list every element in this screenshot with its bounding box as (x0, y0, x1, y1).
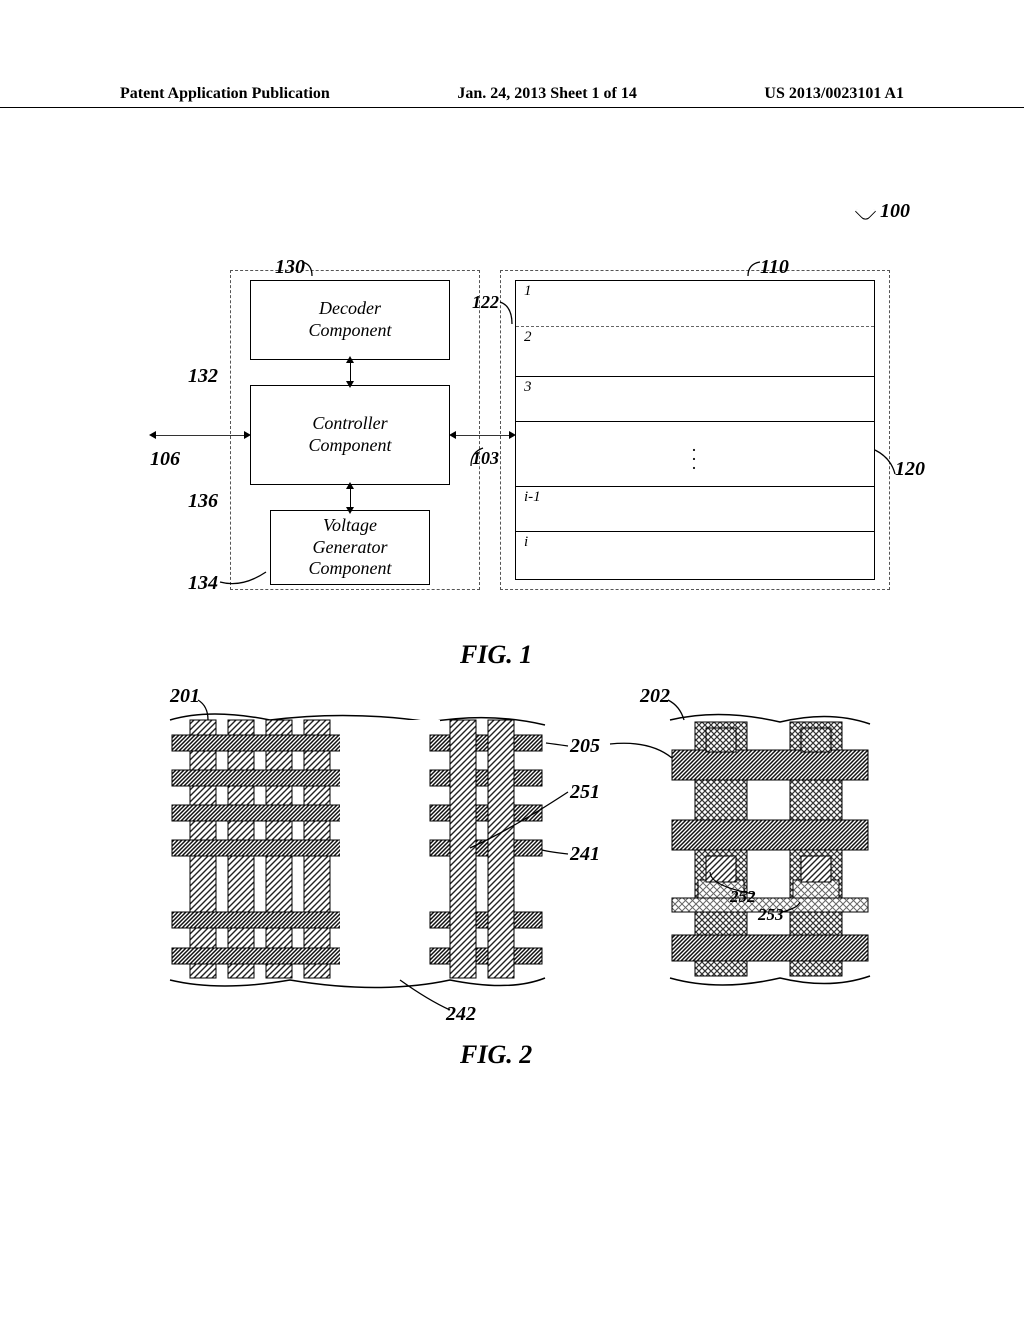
controller-component: Controller Component (250, 385, 450, 485)
leader-103 (465, 446, 485, 468)
mem-row-i-label: i (524, 534, 528, 550)
leader-130 (300, 260, 320, 278)
ref-252: 252 (729, 887, 756, 906)
header-pubnumber: US 2013/0023101 A1 (764, 85, 904, 103)
mem-row-3: 3 (516, 376, 874, 396)
left-crossbar-array (170, 714, 545, 988)
decoder-line1: Decoder (319, 298, 381, 320)
leader-110 (740, 260, 762, 278)
decoder-component: Decoder Component (250, 280, 450, 360)
voltage-line2: Generator (313, 537, 388, 559)
right-cell-closeup (670, 714, 870, 985)
mem-row-1-label: 1 (524, 283, 532, 299)
controller-line1: Controller (312, 413, 387, 435)
voltage-line3: Component (309, 558, 392, 580)
ref-242: 242 (445, 1003, 476, 1025)
fig2-svg: 201 202 205 251 241 242 252 253 (150, 680, 890, 1040)
ref-202: 202 (639, 685, 670, 707)
arrow-103 (455, 435, 510, 436)
mem-row-gap (516, 421, 874, 424)
mem-row-2: 2 (516, 326, 874, 346)
mem-row-1: 1 (516, 281, 874, 300)
ref-251: 251 (569, 781, 600, 803)
figure-1: 100 Decoder Component Controller Compone… (140, 220, 900, 610)
mem-row-i: i (516, 531, 874, 551)
header-date-sheet: Jan. 24, 2013 Sheet 1 of 14 (457, 85, 637, 103)
leader-134 (218, 568, 268, 590)
voltage-generator-component: Voltage Generator Component (270, 510, 430, 585)
ref-106: 106 (150, 448, 180, 471)
decoder-line2: Component (309, 320, 392, 342)
ref-136: 136 (188, 490, 218, 513)
ref-100: 100 (880, 200, 910, 223)
page-header: Patent Application Publication Jan. 24, … (0, 85, 1024, 108)
controller-line2: Component (309, 435, 392, 457)
ref-201: 201 (169, 685, 200, 707)
fig1-caption: FIG. 1 (460, 640, 532, 670)
ref-205: 205 (569, 735, 600, 757)
figure-2: 201 202 205 251 241 242 252 253 (150, 680, 890, 1070)
fig2-caption: FIG. 2 (460, 1040, 532, 1070)
arrow-136 (350, 488, 351, 508)
mem-row-2-label: 2 (524, 329, 532, 345)
ref-122: 122 (472, 292, 499, 313)
mem-vdots: ··· (691, 446, 697, 473)
leader-120 (873, 448, 901, 478)
mem-row-im1: i-1 (516, 486, 874, 506)
arrow-106 (155, 435, 245, 436)
arrow-132 (350, 362, 351, 382)
mem-row-3-label: 3 (524, 379, 532, 395)
ref-253: 253 (757, 905, 784, 924)
ref-132: 132 (188, 365, 218, 388)
ref-241: 241 (569, 843, 600, 865)
leader-122 (498, 300, 518, 326)
header-publication: Patent Application Publication (120, 85, 330, 103)
mem-row-im1-label: i-1 (524, 489, 541, 505)
ref-110: 110 (760, 256, 789, 279)
ref-134: 134 (188, 572, 218, 595)
voltage-line1: Voltage (323, 515, 377, 537)
memory-array: 1 2 3 ··· i-1 i (515, 280, 875, 580)
